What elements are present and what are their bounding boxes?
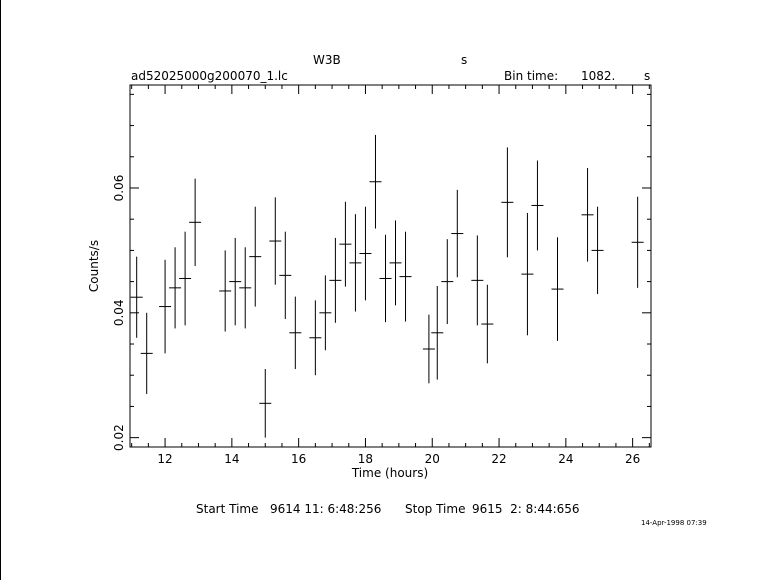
data-point (130, 256, 143, 338)
data-point (229, 237, 242, 326)
data-point (159, 259, 172, 354)
x-tick-label: 16 (291, 452, 306, 466)
axis-ticks (130, 85, 651, 447)
stop-time-label: Stop Time (405, 502, 466, 516)
start-time-label: Start Time (196, 502, 259, 516)
x-tick-label: 18 (358, 452, 373, 466)
data-point (359, 206, 372, 301)
data-point (259, 368, 272, 438)
data-point (531, 160, 544, 251)
bin-time-label: Bin time: (504, 69, 559, 83)
y-tick-label: 0.02 (112, 424, 126, 451)
data-point (179, 231, 192, 326)
filename: ad52025000g200070_1.lc (131, 69, 288, 83)
data-point (501, 147, 514, 258)
data-point (239, 247, 252, 329)
data-point (481, 284, 494, 364)
window-left-edge (0, 0, 1, 580)
axis-tick-labels: 12 14 16 18 20 22 24 26 0.02 0.04 0.06 (112, 175, 640, 466)
x-tick-label: 12 (157, 452, 172, 466)
data-point (309, 300, 322, 376)
data-point (289, 296, 302, 369)
y-tick-label: 0.04 (112, 299, 126, 326)
data-point (422, 314, 435, 384)
data-point (551, 237, 564, 341)
data-point (339, 201, 352, 287)
data-point (329, 237, 342, 323)
data-points (130, 134, 644, 438)
data-point (319, 275, 332, 351)
data-point (431, 285, 444, 380)
x-tick-label: 20 (425, 452, 440, 466)
data-point (219, 250, 232, 332)
date-stamp: 14-Apr-1998 07:39 (641, 519, 707, 527)
data-point (279, 231, 292, 320)
plot-frame (129, 84, 652, 448)
y-tick-label: 0.06 (112, 175, 126, 202)
data-point (471, 235, 484, 326)
data-point (441, 239, 454, 325)
object-name: W3B (313, 53, 341, 67)
data-point (379, 234, 392, 323)
data-point (399, 231, 412, 322)
data-point (369, 134, 382, 229)
start-time-value: 9614 11: 6:48:256 (270, 502, 382, 516)
x-tick-label: 24 (558, 452, 573, 466)
x-tick-label: 22 (491, 452, 506, 466)
x-tick-label: 26 (625, 452, 640, 466)
y-axis-label: Counts/s (87, 240, 101, 292)
data-point (581, 168, 594, 262)
data-point (521, 212, 534, 336)
x-tick-label: 14 (224, 452, 239, 466)
data-point (349, 214, 362, 312)
data-point (389, 220, 402, 306)
data-point (451, 189, 464, 278)
x-axis-label: Time (hours) (351, 466, 428, 480)
stop-time-value: 9615 2: 8:44:656 (472, 502, 580, 516)
data-point (269, 197, 282, 285)
bin-time-value: 1082. (581, 69, 616, 83)
data-point (189, 178, 202, 266)
data-point (591, 206, 604, 295)
data-point (140, 312, 153, 394)
data-point (169, 247, 182, 329)
band-label: s (461, 53, 468, 67)
data-point (249, 206, 262, 307)
bin-time-unit: s (644, 69, 651, 83)
data-point (631, 196, 644, 288)
